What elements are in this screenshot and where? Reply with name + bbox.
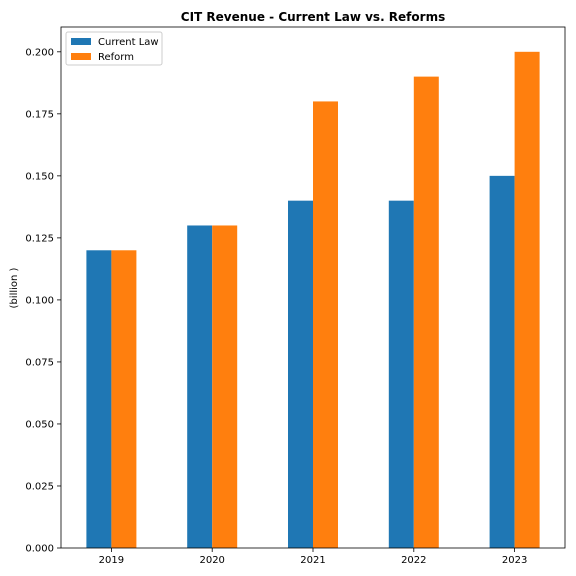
y-tick-label: 0.150 <box>25 171 54 182</box>
legend-swatch <box>71 38 91 45</box>
legend-label: Current Law <box>98 37 159 48</box>
plot-area: 0.000 0.025 0.050 0.075 0.100 0.125 0.150 0.175… <box>25 26 566 566</box>
bar-reform-2021 <box>313 101 338 548</box>
y-tick-label: 0.175 <box>25 109 54 120</box>
y-tick-label: 0.025 <box>25 481 54 492</box>
chart-title: CIT Revenue - Current Law vs. Reforms <box>181 10 445 24</box>
x-tick-label: 2023 <box>502 555 527 566</box>
y-axis-label: (billion ) <box>9 267 20 308</box>
bar-reform-2022 <box>413 76 439 548</box>
bar-current-law-2021 <box>288 200 313 548</box>
bar-current-law-2019 <box>86 250 112 549</box>
bar-current-law-2023 <box>489 175 515 548</box>
bar-current-law-2022 <box>388 200 414 548</box>
y-tick-label: 0.050 <box>25 419 54 430</box>
x-tick-label: 2022 <box>401 555 426 566</box>
legend-label: Reform <box>98 52 134 63</box>
y-tick-label: 0.075 <box>25 357 54 368</box>
x-tick-label: 2021 <box>300 555 325 566</box>
y-tick-label: 0.200 <box>25 47 54 58</box>
bar-reform-2023 <box>514 51 540 549</box>
legend: Current Law Reform <box>65 31 163 66</box>
y-tick-label: 0.000 <box>25 544 54 555</box>
legend-swatch <box>71 53 91 60</box>
y-tick-label: 0.125 <box>25 233 54 244</box>
bar-current-law-2020 <box>187 225 213 548</box>
x-tick-label: 2019 <box>99 555 124 566</box>
y-tick-label: 0.100 <box>25 295 54 306</box>
bar-reform-2020 <box>212 225 238 548</box>
x-tick-label: 2020 <box>199 555 224 566</box>
bar-reform-2019 <box>111 250 137 549</box>
